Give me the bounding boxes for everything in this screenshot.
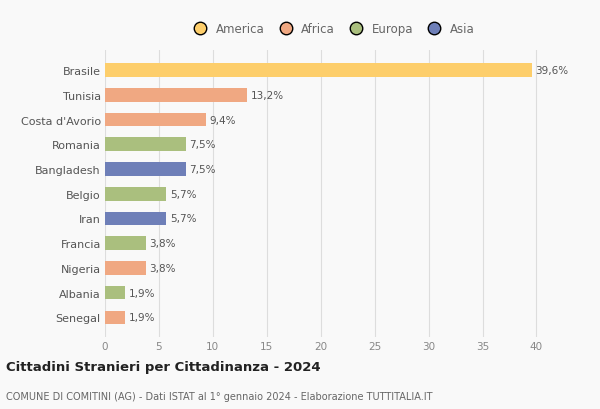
Bar	[105, 311, 125, 324]
Text: 1,9%: 1,9%	[129, 312, 155, 323]
Text: 1,9%: 1,9%	[129, 288, 155, 298]
Text: 39,6%: 39,6%	[535, 66, 568, 76]
Text: 5,7%: 5,7%	[170, 214, 196, 224]
Bar	[105, 89, 247, 102]
Bar	[105, 113, 206, 127]
Text: 13,2%: 13,2%	[251, 91, 284, 101]
Text: COMUNE DI COMITINI (AG) - Dati ISTAT al 1° gennaio 2024 - Elaborazione TUTTITALI: COMUNE DI COMITINI (AG) - Dati ISTAT al …	[6, 391, 433, 401]
Bar	[105, 64, 532, 78]
Text: 9,4%: 9,4%	[209, 115, 236, 125]
Text: 7,5%: 7,5%	[189, 140, 215, 150]
Text: 3,8%: 3,8%	[149, 238, 176, 249]
Bar	[105, 187, 166, 201]
Text: 7,5%: 7,5%	[189, 164, 215, 175]
Bar	[105, 261, 146, 275]
Text: 5,7%: 5,7%	[170, 189, 196, 199]
Legend: America, Africa, Europa, Asia: America, Africa, Europa, Asia	[188, 22, 475, 36]
Bar	[105, 286, 125, 300]
Text: Cittadini Stranieri per Cittadinanza - 2024: Cittadini Stranieri per Cittadinanza - 2…	[6, 360, 320, 373]
Text: 3,8%: 3,8%	[149, 263, 176, 273]
Bar	[105, 237, 146, 250]
Bar	[105, 212, 166, 226]
Bar	[105, 163, 186, 176]
Bar	[105, 138, 186, 152]
